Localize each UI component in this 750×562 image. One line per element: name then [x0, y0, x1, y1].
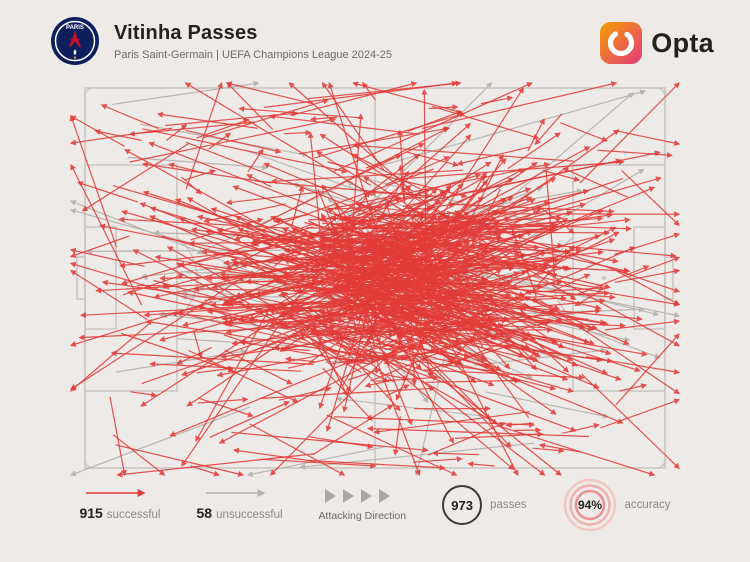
page-subtitle: Paris Saint-Germain | UEFA Champions Lea…: [114, 48, 393, 61]
title-block: Vitinha Passes Paris Saint-Germain | UEF…: [114, 22, 392, 61]
successful-label: successful: [106, 509, 161, 521]
legend-attacking-direction: Attacking Direction: [318, 488, 407, 522]
unsuccessful-label: unsuccessful: [216, 509, 283, 521]
legend-unsuccessful: 58 unsuccessful: [196, 487, 283, 523]
passes-count-badge: 973: [442, 485, 483, 525]
passes-label: passes: [490, 499, 527, 511]
opta-brand: Opta: [600, 22, 714, 64]
successful-arrow-icon: [85, 489, 146, 497]
legend-accuracy: 94% accuracy: [563, 478, 671, 532]
attacking-direction-label: Attacking Direction: [318, 510, 407, 522]
opta-logo-icon: [600, 22, 643, 64]
accuracy-value: 94%: [578, 498, 602, 512]
legend-passes: 973 passes: [442, 485, 527, 525]
accuracy-label: accuracy: [624, 499, 671, 511]
fleur-de-lis-icon: [73, 49, 77, 56]
successful-count: 915: [79, 505, 103, 521]
page-title: Vitinha Passes: [114, 21, 258, 44]
psg-crest: PARIS: [51, 17, 99, 65]
attacking-direction-icon: [325, 488, 399, 504]
eiffel-tower-icon: [68, 30, 82, 47]
legend-successful: 915 successful: [79, 487, 160, 523]
legend: 915 successful 58 unsuccessful Attacking D…: [0, 474, 750, 536]
header: PARIS Vitinha Passes Paris Saint-Germain…: [50, 16, 392, 66]
psg-crest-text: PARIS: [66, 25, 84, 31]
pass-map-chart: [65, 80, 685, 478]
unsuccessful-count: 58: [196, 505, 213, 521]
accuracy-target-icon: 94%: [563, 478, 616, 532]
successful-passes-layer: [69, 80, 681, 478]
opta-wordmark: Opta: [651, 27, 714, 58]
unsuccessful-arrow-icon: [205, 489, 266, 497]
